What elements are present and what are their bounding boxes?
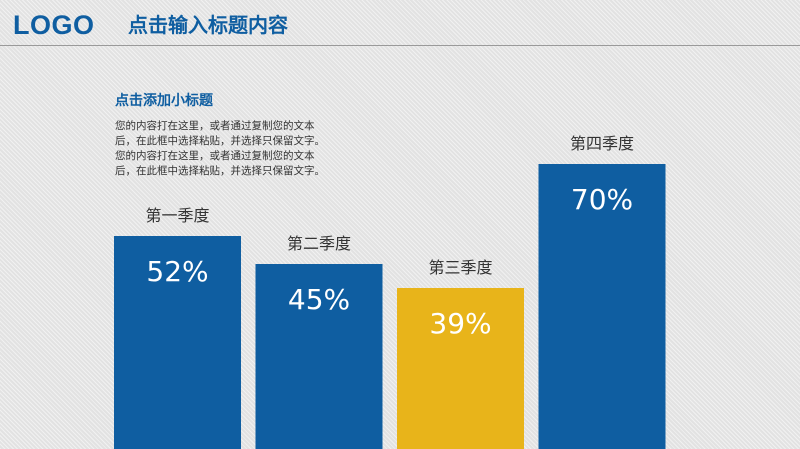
body-text-line: 后，在此框中选择粘贴，并选择只保留文字。 — [115, 165, 325, 177]
bar-value-label: 39% — [429, 307, 491, 340]
bar-4 — [538, 164, 666, 449]
category-label: 第二季度 — [287, 234, 351, 253]
slide-header: LOGO 点击输入标题内容 — [0, 0, 800, 46]
category-label: 第四季度 — [570, 134, 634, 153]
bar-1 — [114, 236, 241, 449]
body-text-line: 您的内容打在这里，或者通过复制您的文本 — [115, 120, 315, 132]
bar-value-label: 52% — [146, 255, 208, 288]
body-text-line: 您的内容打在这里，或者通过复制您的文本 — [115, 150, 315, 162]
body-text-line: 后，在此框中选择粘贴，并选择只保留文字。 — [115, 135, 325, 147]
bar-value-label: 70% — [571, 183, 633, 216]
body-text-box[interactable]: 您的内容打在这里，或者通过复制您的文本 后，在此框中选择粘贴，并选择只保留文字。… — [115, 119, 415, 179]
category-label: 第一季度 — [145, 206, 209, 225]
subtitle[interactable]: 点击添加小标题 — [115, 93, 213, 109]
bar-2 — [255, 264, 383, 449]
bar-3 — [397, 288, 524, 449]
bar-value-label: 45% — [288, 283, 350, 316]
slide-title[interactable]: 点击输入标题内容 — [128, 13, 288, 37]
category-label: 第三季度 — [428, 258, 492, 277]
logo: LOGO — [13, 10, 95, 40]
header-divider — [0, 45, 800, 46]
